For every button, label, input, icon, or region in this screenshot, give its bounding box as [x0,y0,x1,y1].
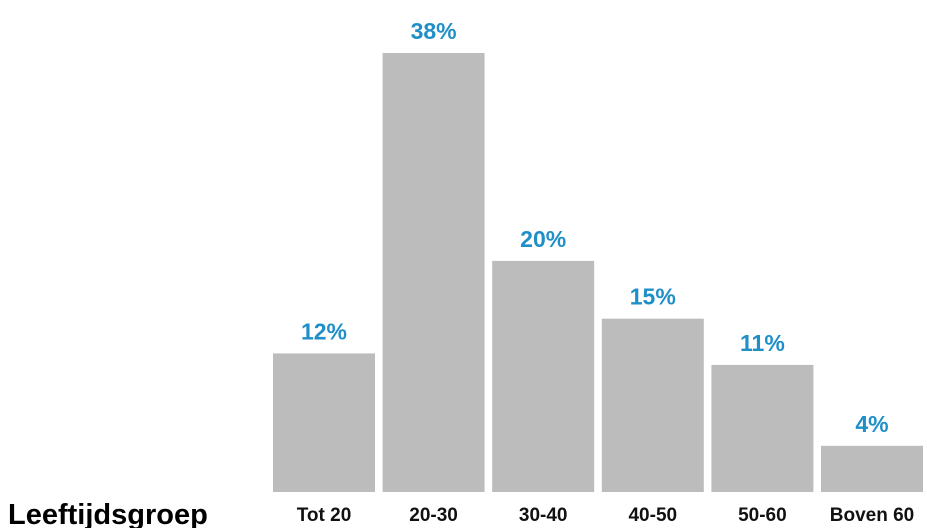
bar-30-40 [492,260,595,492]
value-label: 38% [411,18,457,44]
value-label: 4% [855,411,888,437]
bar-40-50 [601,318,704,492]
x-tick-label: Tot 20 [297,505,352,526]
x-tick-label: 30-40 [519,505,568,526]
bar-tot-20 [273,353,375,492]
value-label: 11% [740,330,785,356]
value-label: 20% [520,226,566,252]
value-labels: 12% 38% 20% 15% 11% 4% [301,18,889,437]
value-label: 15% [630,284,676,310]
x-tick-label: 50-60 [738,505,787,526]
bar-boven-60 [821,445,923,492]
x-tick-labels: Tot 20 20-30 30-40 40-50 50-60 Boven 60 [297,505,915,526]
bar-20-30 [382,53,485,492]
x-axis-title: Leeftijdsgroep [8,499,208,528]
bars [273,53,923,492]
x-tick-label: 40-50 [628,505,677,526]
value-label: 12% [301,318,347,344]
x-tick-label: Boven 60 [830,505,914,526]
x-tick-label: 20-30 [409,505,458,526]
bar-50-60 [711,364,814,492]
